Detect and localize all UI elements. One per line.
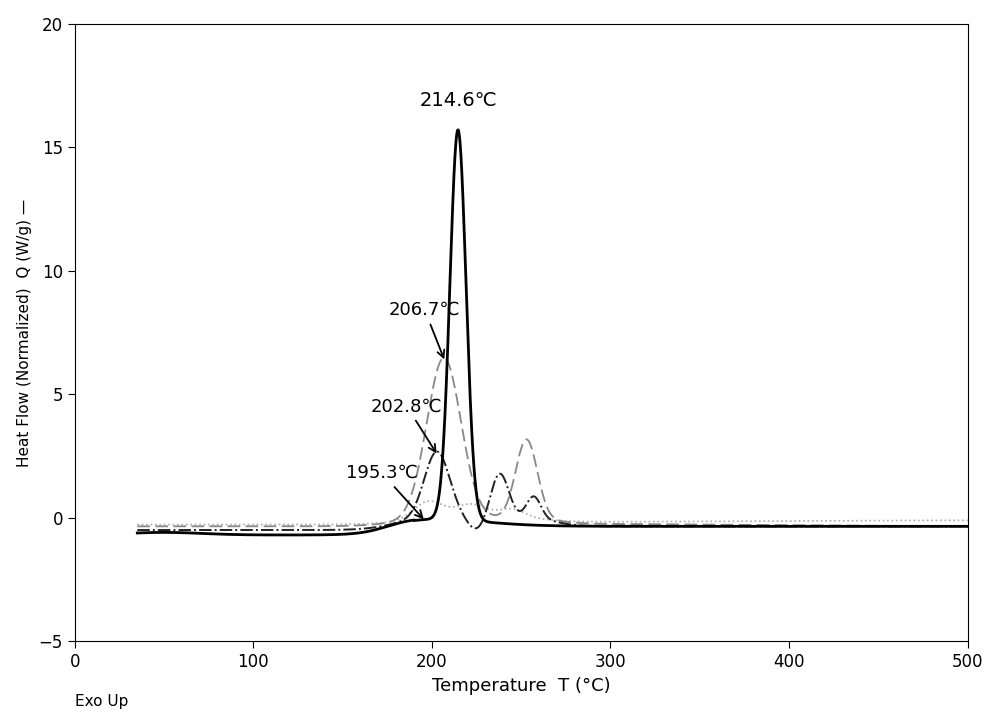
X-axis label: Temperature  T (°C): Temperature T (°C) xyxy=(432,677,610,695)
Text: Exo Up: Exo Up xyxy=(75,693,128,708)
Text: 202.8℃: 202.8℃ xyxy=(371,397,443,452)
Text: 206.7℃: 206.7℃ xyxy=(389,301,461,358)
Text: 214.6℃: 214.6℃ xyxy=(419,91,497,110)
Text: 195.3℃: 195.3℃ xyxy=(346,464,422,518)
Y-axis label: Heat Flow (Normalized)  Q (W/g) —: Heat Flow (Normalized) Q (W/g) — xyxy=(17,199,32,467)
